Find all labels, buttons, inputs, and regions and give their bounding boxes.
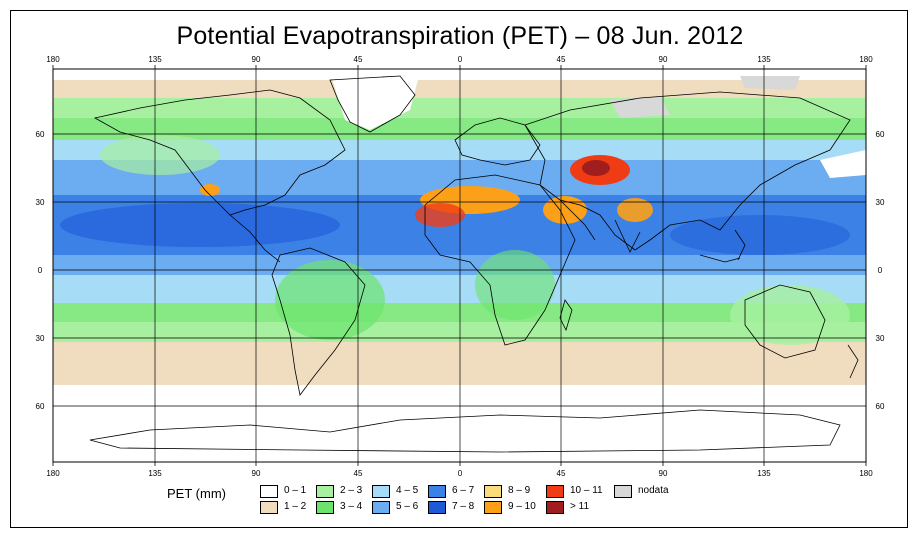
lon-tick-top: 45 — [354, 55, 363, 64]
lat-tick-left: 30 — [36, 334, 45, 343]
legend-swatch — [546, 501, 564, 514]
lat-tick-right: 30 — [876, 334, 885, 343]
lat-tick-right: 60 — [876, 130, 885, 139]
lon-tick-bottom: 135 — [757, 469, 771, 478]
lon-tick-bottom: 90 — [252, 469, 261, 478]
legend-label: 6 – 7 — [452, 485, 475, 496]
legend-label: 7 – 8 — [452, 501, 475, 512]
legend-swatch — [260, 501, 278, 514]
tick-marks — [52, 65, 867, 466]
lon-tick-top: 0 — [458, 55, 463, 64]
legend-title: PET (mm) — [167, 486, 226, 501]
legend-swatch — [372, 501, 390, 514]
lat-tick-right: 0 — [878, 266, 883, 275]
legend-swatch — [316, 501, 334, 514]
map-title: Potential Evapotranspiration (PET) – 08 … — [176, 22, 744, 50]
lon-tick-top: 180 — [46, 55, 60, 64]
lat-tick-left: 0 — [38, 266, 43, 275]
legend-swatch — [372, 485, 390, 498]
lon-tick-top: 90 — [252, 55, 261, 64]
legend-swatch — [546, 485, 564, 498]
coastlines — [89, 75, 859, 453]
legend-label: 4 – 5 — [396, 485, 419, 496]
legend-label: nodata — [638, 485, 669, 496]
lat-tick-right: 30 — [876, 198, 885, 207]
lon-tick-top: 90 — [659, 55, 668, 64]
lon-tick-bottom: 135 — [148, 469, 162, 478]
lat-tick-right: 60 — [876, 402, 885, 411]
lat-tick-left: 60 — [36, 402, 45, 411]
legend-swatch — [316, 485, 334, 498]
legend-label: 5 – 6 — [396, 501, 419, 512]
lon-tick-top: 135 — [148, 55, 162, 64]
legend-label: 8 – 9 — [508, 485, 531, 496]
lon-tick-bottom: 90 — [659, 469, 668, 478]
lat-tick-left: 60 — [36, 130, 45, 139]
legend-label: 9 – 10 — [508, 501, 536, 512]
map-border — [52, 68, 867, 463]
lon-tick-top: 45 — [557, 55, 566, 64]
graticule — [53, 69, 866, 462]
legend-label: > 11 — [570, 501, 589, 512]
legend-swatch — [484, 501, 502, 514]
lat-tick-left: 30 — [36, 198, 45, 207]
legend-label: 3 – 4 — [340, 501, 363, 512]
legend-swatch — [260, 485, 278, 498]
legend-label: 10 – 11 — [570, 485, 603, 496]
pet-field — [53, 69, 866, 462]
legend-swatch — [484, 485, 502, 498]
legend-label: 1 – 2 — [284, 501, 307, 512]
lon-tick-bottom: 0 — [458, 469, 463, 478]
legend-label: 2 – 3 — [340, 485, 363, 496]
legend-swatch — [428, 485, 446, 498]
legend-swatch — [614, 485, 632, 498]
lon-tick-top: 135 — [757, 55, 771, 64]
lon-tick-bottom: 45 — [354, 469, 363, 478]
figure-frame — [10, 10, 908, 528]
legend-swatch — [428, 501, 446, 514]
lon-tick-bottom: 45 — [557, 469, 566, 478]
lon-tick-top: 180 — [859, 55, 873, 64]
lon-tick-bottom: 180 — [859, 469, 873, 478]
lon-tick-bottom: 180 — [46, 469, 60, 478]
legend-label: 0 – 1 — [284, 485, 307, 496]
